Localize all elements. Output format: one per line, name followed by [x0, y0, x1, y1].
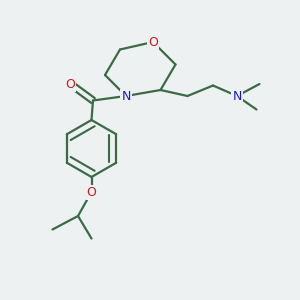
Text: N: N [232, 89, 242, 103]
Text: O: O [148, 35, 158, 49]
Text: O: O [87, 185, 96, 199]
Text: N: N [121, 89, 131, 103]
Text: O: O [66, 77, 75, 91]
